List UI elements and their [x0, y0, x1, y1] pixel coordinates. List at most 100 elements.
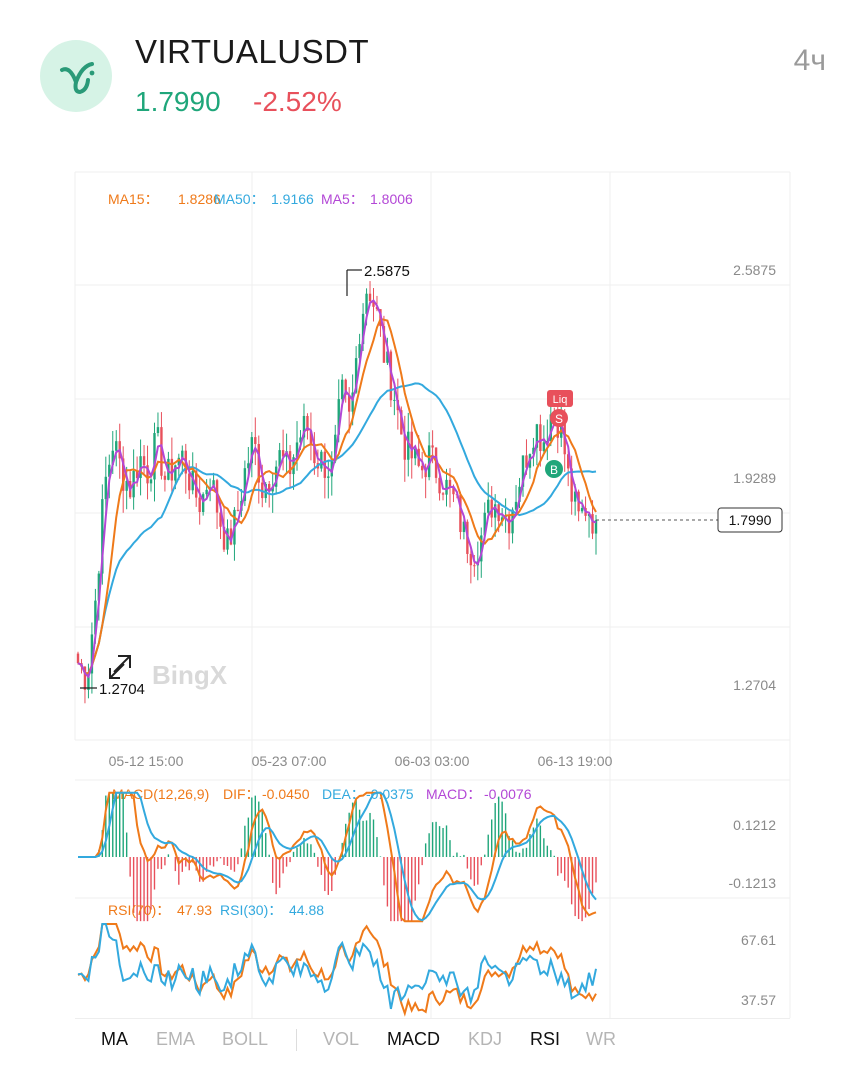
candle-body [108, 464, 111, 477]
candle-body [274, 466, 278, 487]
candle-body [181, 450, 184, 458]
candle-body [487, 499, 490, 513]
macd-y-axis: 0.1212 -0.1213 [729, 817, 777, 891]
sell-marker [550, 409, 568, 427]
tab-kdj[interactable]: KDJ [468, 1029, 503, 1049]
candle-body [163, 475, 167, 480]
candle-body [532, 447, 535, 455]
macd-value: -0.0076 [484, 786, 532, 802]
candle-body [201, 494, 205, 513]
tab-wr[interactable]: WR [586, 1029, 616, 1049]
candle-body [407, 431, 410, 460]
candle-body [420, 465, 424, 471]
candle-body [177, 457, 181, 466]
macd-tick-bottom: -0.1213 [729, 875, 777, 891]
candle-body [368, 293, 372, 302]
candle-body [535, 424, 539, 448]
candle-body [452, 486, 455, 495]
candle-body [414, 448, 417, 459]
low-label: 1.2704 [99, 681, 145, 698]
candle-body [400, 410, 403, 435]
dea-label: DEA： [322, 786, 365, 802]
candle-body [424, 470, 427, 478]
candle-body [198, 497, 201, 513]
macd-tick-top: 0.1212 [733, 817, 776, 833]
rsi-y-axis: 67.61 37.57 [741, 932, 776, 1008]
candle-body [278, 450, 281, 467]
candle-body [341, 379, 344, 400]
current-price-tag: 1.7990 [729, 512, 772, 528]
candle-body [358, 344, 361, 359]
candle-body [146, 465, 149, 484]
candle-body [226, 528, 229, 550]
chart-svg[interactable]: MA15： 1.8286 MA50： 1.9166 MA5： 1.8006 2.… [0, 160, 864, 1020]
candle-body [403, 434, 406, 460]
candle-body [87, 673, 90, 690]
candle-body [441, 493, 445, 495]
ma5-line [77, 299, 597, 679]
candle-body [490, 499, 493, 518]
tab-divider [296, 1029, 297, 1051]
interval-selector[interactable]: 4ч [793, 44, 826, 77]
ma50-line [77, 382, 597, 675]
chart-area[interactable]: MA15： 1.8286 MA50： 1.9166 MA5： 1.8006 2.… [0, 160, 864, 1020]
bingx-watermark: BingX [109, 655, 228, 690]
high-marker: 2.5875 [346, 263, 410, 296]
candle-body [525, 455, 528, 468]
candle-body [573, 491, 577, 502]
candle-body [542, 442, 546, 452]
candle-body [539, 424, 542, 452]
tab-vol[interactable]: VOL [323, 1029, 360, 1049]
expand-icon [109, 655, 131, 679]
watermark-text: BingX [152, 660, 228, 690]
candle-body [264, 484, 267, 499]
candle-body [410, 431, 413, 459]
rsi30-value: 44.88 [289, 902, 324, 918]
trade-markers[interactable]: Liq S B [545, 390, 573, 478]
candle-body [327, 476, 330, 478]
low-marker: 1.2704 [80, 681, 145, 698]
rsi70-value: 47.93 [177, 902, 212, 918]
candle-body [111, 450, 114, 465]
candle-body [247, 463, 250, 469]
y-tick-low: 1.2704 [733, 677, 776, 693]
dif-line [78, 791, 597, 923]
candle-body [386, 351, 389, 363]
macd-legend: MACD(12,26,9) DIF： -0.0450 DEA： -0.0375 … [112, 786, 532, 802]
candle-body [153, 433, 156, 480]
current-price: 1.7990 [596, 507, 783, 533]
candle-body [281, 450, 285, 457]
last-price: 1.7990 [135, 86, 221, 117]
x-axis: 05-12 15:00 05-23 07:00 06-03 03:00 06-1… [109, 753, 613, 769]
ma5-legend-value: 1.8006 [370, 191, 413, 207]
candle-body [302, 415, 306, 438]
tab-ema[interactable]: EMA [156, 1029, 196, 1049]
tab-rsi[interactable]: RSI [530, 1029, 561, 1049]
y-axis: 2.5875 1.9289 1.2704 [733, 262, 776, 693]
candle-body [337, 399, 340, 435]
macd-label: MACD： [426, 786, 481, 802]
candle-body [149, 479, 153, 484]
candle-body [393, 399, 396, 401]
candle-body [511, 509, 514, 534]
high-label: 2.5875 [364, 263, 410, 280]
candle-body [97, 573, 101, 601]
tab-macd[interactable]: MACD [387, 1029, 440, 1049]
candle-body [351, 392, 354, 412]
x-tick-4: 06-13 19:00 [538, 753, 613, 769]
tab-boll[interactable]: BOLL [222, 1029, 269, 1049]
x-tick-1: 05-12 15:00 [109, 753, 184, 769]
ma50-legend-label: MA50： [214, 191, 265, 207]
candle-body [174, 465, 177, 481]
candle-body [94, 600, 97, 635]
tab-ma[interactable]: MA [101, 1029, 128, 1049]
candle-body [254, 437, 257, 445]
candle-body [431, 445, 434, 448]
candle-body [222, 526, 226, 550]
candle-body [83, 666, 87, 690]
sell-label: S [555, 412, 563, 426]
candle-body [580, 508, 584, 512]
candle-body [566, 454, 570, 469]
candle-body [306, 415, 309, 431]
candle-body [347, 394, 351, 412]
